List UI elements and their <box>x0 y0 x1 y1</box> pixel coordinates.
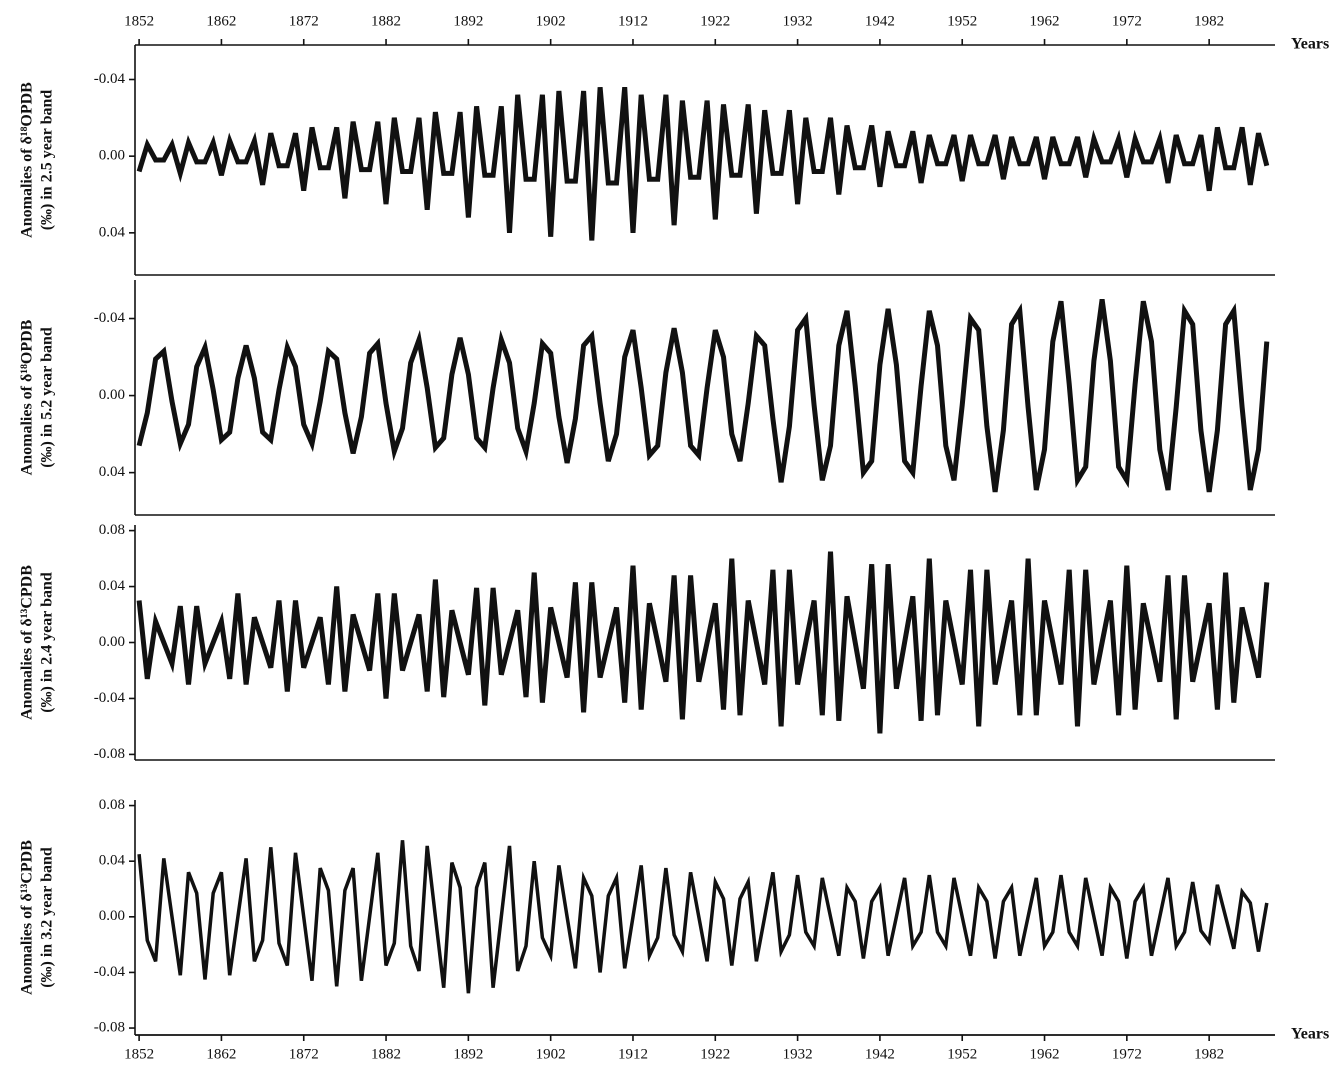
y-axis-label: (‰) in 2.4 year band <box>39 572 56 713</box>
y-tick-label: -0.04 <box>94 310 126 326</box>
y-tick-label: 0.00 <box>99 387 125 403</box>
y-tick-label: 0.00 <box>99 908 125 924</box>
data-line <box>136 298 1270 493</box>
x-axis-label: Years <box>1291 1026 1329 1043</box>
y-tick-label: 0.04 <box>99 578 126 594</box>
y-axis-label: Anomalies of δ¹⁸OPDB <box>19 319 36 475</box>
x-tick-label: 1932 <box>783 13 813 29</box>
y-axis-label: Anomalies of δ¹⁸OPDB <box>19 82 36 238</box>
x-tick-label: 1882 <box>371 1046 401 1062</box>
x-tick-label: 1982 <box>1194 1046 1224 1062</box>
x-tick-label: 1982 <box>1194 13 1224 29</box>
y-tick-label: -0.08 <box>94 1019 125 1035</box>
x-tick-label: 1902 <box>536 1046 566 1062</box>
data-line <box>137 840 1269 994</box>
y-axis-label: (‰) in 5.2 year band <box>39 327 56 468</box>
x-tick-label: 1882 <box>371 13 401 29</box>
x-tick-label: 1852 <box>124 13 154 29</box>
y-axis-label: (‰) in 2.5 year band <box>39 90 56 231</box>
x-tick-label: 1872 <box>289 1046 319 1062</box>
y-axis-label: Anomalies of δ¹³CPDB <box>19 565 36 720</box>
x-tick-label: 1972 <box>1112 1046 1142 1062</box>
y-tick-label: 0.04 <box>99 853 126 869</box>
y-tick-label: -0.04 <box>94 690 126 706</box>
x-tick-label: 1962 <box>1030 13 1060 29</box>
x-tick-label: 1952 <box>947 13 977 29</box>
x-tick-label: 1902 <box>536 13 566 29</box>
y-tick-label: -0.04 <box>94 964 126 980</box>
y-tick-label: 0.00 <box>99 634 125 650</box>
y-axis-label: Anomalies of δ¹³CPDB <box>19 840 36 995</box>
x-tick-label: 1962 <box>1030 1046 1060 1062</box>
y-axis-label: (‰) in 3.2 year band <box>39 847 56 988</box>
x-tick-label: 1912 <box>618 13 648 29</box>
x-tick-label: 1932 <box>783 1046 813 1062</box>
x-tick-label: 1912 <box>618 1046 648 1062</box>
x-tick-label: 1922 <box>700 13 730 29</box>
x-tick-label: 1892 <box>453 1046 483 1062</box>
x-tick-label: 1942 <box>865 1046 895 1062</box>
x-tick-label: 1862 <box>206 13 236 29</box>
y-tick-label: 0.04 <box>99 464 126 480</box>
y-tick-label: 0.08 <box>99 522 125 538</box>
x-tick-label: 1872 <box>289 13 319 29</box>
y-tick-label: -0.08 <box>94 746 125 762</box>
x-tick-label: 1952 <box>947 1046 977 1062</box>
y-tick-label: 0.04 <box>99 224 126 240</box>
y-tick-label: 0.08 <box>99 797 125 813</box>
x-tick-label: 1852 <box>124 1046 154 1062</box>
data-line <box>136 86 1270 241</box>
x-tick-label: 1922 <box>700 1046 730 1062</box>
x-tick-label: 1942 <box>865 13 895 29</box>
y-tick-label: 0.00 <box>99 148 125 164</box>
x-tick-label: 1892 <box>453 13 483 29</box>
y-tick-label: -0.04 <box>94 71 126 87</box>
x-axis-label: Years <box>1291 36 1329 53</box>
x-tick-label: 1972 <box>1112 13 1142 29</box>
x-tick-label: 1862 <box>206 1046 236 1062</box>
data-line <box>136 551 1270 734</box>
